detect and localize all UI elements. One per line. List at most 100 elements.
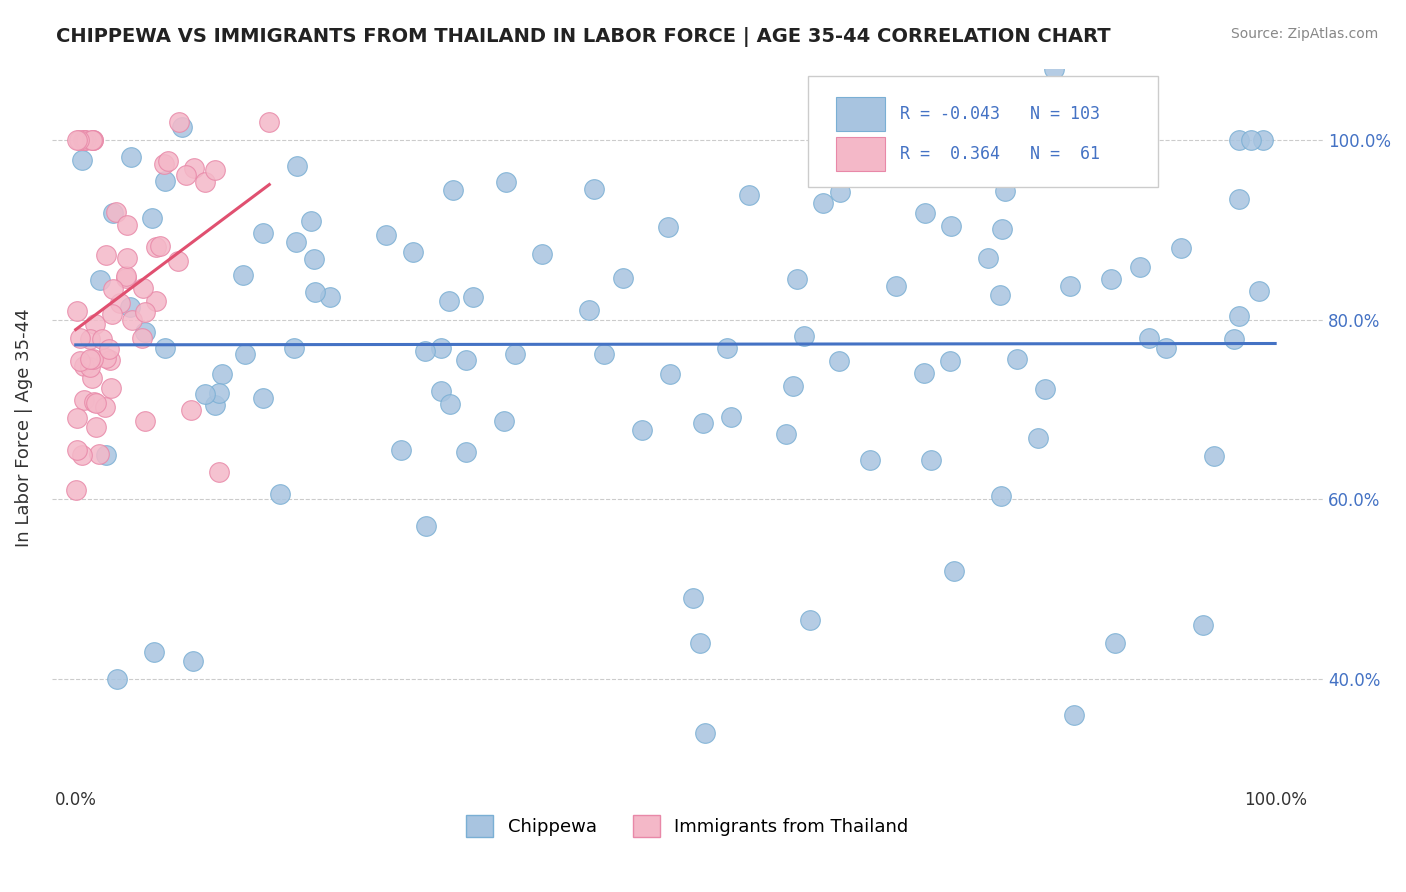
Point [83,395,105,409]
Point [153,341,176,355]
Point [208,385,231,400]
Point [120,150,142,164]
Point [389,443,412,458]
Point [1240,133,1263,147]
Point [66,442,89,457]
Point [631,423,654,437]
Point [991,221,1014,235]
Point [692,416,714,430]
Point [942,564,965,578]
Point [183,161,205,175]
Point [495,176,517,190]
Point [181,654,204,668]
Point [108,295,131,310]
Point [430,384,453,398]
Point [1104,636,1126,650]
Point [65,483,87,498]
Point [232,268,254,283]
Point [813,196,835,211]
Point [269,487,291,501]
Point [167,115,190,129]
Point [115,268,138,283]
Point [304,285,326,299]
Point [98,352,121,367]
Point [103,206,125,220]
Point [1043,62,1066,77]
Point [413,343,436,358]
Point [939,219,962,233]
Point [82,133,104,147]
Legend: Chippewa, Immigrants from Thailand: Chippewa, Immigrants from Thailand [458,807,915,844]
Point [1007,352,1029,367]
Point [115,219,138,233]
Point [429,341,451,355]
Point [118,301,141,315]
Point [782,379,804,393]
Point [1156,341,1178,355]
Point [1059,278,1081,293]
Point [132,280,155,294]
Text: R =  0.364   N =  61: R = 0.364 N = 61 [900,145,1099,163]
Point [830,186,852,200]
Point [82,133,104,147]
Point [592,347,614,361]
Point [70,448,93,462]
Point [72,153,94,167]
Point [738,188,761,202]
Point [990,288,1012,302]
Point [287,159,309,173]
Point [141,211,163,225]
Point [1227,192,1250,206]
Point [793,328,815,343]
FancyBboxPatch shape [808,76,1159,187]
Point [170,120,193,134]
Point [121,313,143,327]
Point [80,133,103,147]
Point [939,354,962,368]
Point [134,304,156,318]
Point [89,272,111,286]
Point [176,169,198,183]
Point [157,153,180,168]
Point [990,489,1012,503]
Point [1129,260,1152,274]
Point [859,453,882,467]
Point [1026,431,1049,445]
Point [114,271,136,285]
Point [94,248,117,262]
Point [1249,284,1271,298]
Bar [837,96,884,131]
Point [461,290,484,304]
Point [319,290,342,304]
Point [786,272,808,286]
Point [82,351,104,366]
Point [134,325,156,339]
Point [454,353,477,368]
Point [84,317,107,331]
Point [259,115,281,129]
Point [75,133,97,147]
Point [503,347,526,361]
Point [103,282,125,296]
Point [439,397,461,411]
Point [69,331,91,345]
Point [79,332,101,346]
Point [1202,449,1225,463]
Point [682,591,704,605]
Point [105,672,128,686]
Point [79,352,101,367]
Point [100,380,122,394]
Point [69,354,91,368]
Point [1170,241,1192,255]
Point [689,636,711,650]
Point [284,235,307,249]
Point [194,387,217,401]
Point [84,420,107,434]
Point [204,398,226,412]
Point [142,645,165,659]
Point [1099,271,1122,285]
Point [180,402,202,417]
Point [299,214,322,228]
Point [1227,309,1250,323]
Point [131,331,153,345]
